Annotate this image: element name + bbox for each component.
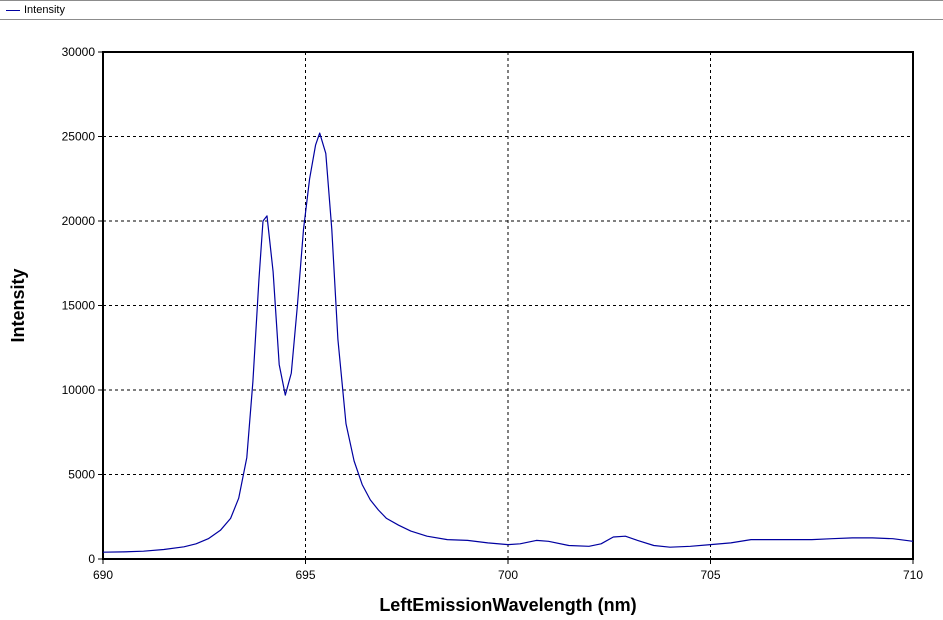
x-tick-label: 690 (93, 568, 113, 582)
y-axis-title: Intensity (8, 268, 28, 342)
y-tick-label: 0 (88, 552, 95, 566)
x-tick-label: 705 (700, 568, 720, 582)
x-tick-label: 695 (295, 568, 315, 582)
x-tick-label: 710 (903, 568, 923, 582)
series-layer (102, 132, 914, 553)
axis-ticks: 0 5000 10000 15000 20000 25000 30000 690 695 700 7… (62, 45, 924, 582)
x-tick-label: 700 (498, 568, 518, 582)
legend-swatch-intensity (6, 10, 20, 11)
grid-lines (103, 52, 913, 559)
y-tick-label: 20000 (62, 214, 96, 228)
y-tick-label: 15000 (62, 299, 96, 313)
legend: Intensity (0, 0, 943, 20)
x-axis-title: LeftEmissionWavelength (nm) (379, 595, 636, 615)
y-tick-label: 10000 (62, 383, 96, 397)
series-line-intensity (102, 132, 914, 553)
y-tick-label: 30000 (62, 45, 96, 59)
y-tick-label: 5000 (68, 468, 95, 482)
y-tick-label: 25000 (62, 130, 96, 144)
legend-label-intensity: Intensity (24, 4, 65, 16)
